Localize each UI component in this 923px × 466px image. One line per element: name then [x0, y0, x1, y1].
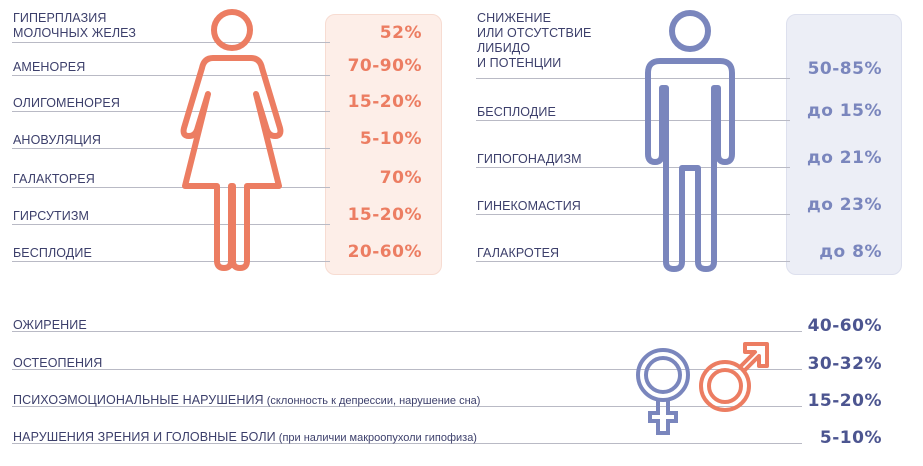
male-value-hypogonadism: до 21% — [806, 148, 882, 168]
leader-line — [476, 214, 790, 215]
male-value-gynecomastia: до 23% — [806, 195, 882, 215]
male-value-galactorrhea: до 8% — [819, 242, 882, 262]
male-figure-icon — [645, 10, 735, 272]
mars-symbol-icon — [699, 342, 769, 412]
leader-line — [12, 187, 330, 188]
male-label-libido: СНИЖЕНИЕ ИЛИ ОТСУТСТВИЕ ЛИБИДО И ПОТЕНЦИ… — [477, 11, 592, 70]
leader-line — [12, 331, 802, 332]
female-label-infertility: БЕСПЛОДИЕ — [13, 246, 92, 260]
female-label-galactorrhea: ГАЛАКТОРЕЯ — [13, 172, 95, 186]
leader-line — [12, 224, 330, 225]
leader-line — [476, 78, 790, 79]
female-label-breast-hyperplasia: ГИПЕРПЛАЗИЯ МОЛОЧНЫХ ЖЕЛЕЗ — [13, 11, 136, 40]
male-label-infertility: БЕСПЛОДИЕ — [477, 105, 556, 119]
female-figure-icon — [180, 9, 284, 271]
leader-line — [12, 261, 330, 262]
both-value-obesity: 40-60% — [807, 316, 882, 336]
leader-line — [12, 369, 802, 370]
male-value-infertility: до 15% — [806, 101, 882, 121]
both-value-vision-headache: 5-10% — [819, 428, 882, 448]
female-value-galactorrhea: 70% — [379, 168, 422, 188]
both-value-psychoemotional: 15-20% — [807, 391, 882, 411]
male-label-hypogonadism: ГИПОГОНАДИЗМ — [477, 152, 582, 166]
leader-line — [12, 406, 802, 407]
male-label-gynecomastia: ГИНЕКОМАСТИЯ — [477, 199, 581, 213]
female-value-infertility: 20-60% — [347, 242, 422, 262]
female-label-anovulation: АНОВУЛЯЦИЯ — [13, 133, 102, 147]
male-label-galactorrhea: ГАЛАКРОТЕЯ — [477, 246, 560, 260]
both-label-vision-headache: НАРУШЕНИЯ ЗРЕНИЯ И ГОЛОВНЫЕ БОЛИ (при на… — [13, 430, 477, 444]
leader-line — [476, 167, 790, 168]
female-label-hirsutism: ГИРСУТИЗМ — [13, 209, 89, 223]
leader-line — [476, 261, 790, 262]
female-value-amenorrhea: 70-90% — [347, 56, 422, 76]
female-label-amenorrhea: АМЕНОРЕЯ — [13, 60, 86, 74]
female-values-panel — [325, 14, 442, 275]
both-label-psychoemotional: ПСИХОЭМОЦИОНАЛЬНЫЕ НАРУШЕНИЯ (склонность… — [13, 393, 481, 407]
female-value-anovulation: 5-10% — [359, 129, 422, 149]
leader-line — [476, 120, 790, 121]
female-value-hirsutism: 15-20% — [347, 205, 422, 225]
both-label-obesity: ОЖИРЕНИЕ — [13, 318, 87, 332]
female-label-oligomenorrhea: ОЛИГОМЕНОРЕЯ — [13, 96, 120, 110]
leader-line — [12, 42, 330, 43]
female-value-oligomenorrhea: 15-20% — [347, 92, 422, 112]
leader-line — [12, 443, 802, 444]
leader-line — [12, 75, 330, 76]
leader-line — [12, 111, 330, 112]
female-value-breast-hyperplasia: 52% — [379, 23, 422, 43]
venus-symbol-icon — [636, 348, 690, 435]
both-label-osteopenia: ОСТЕОПЕНИЯ — [13, 356, 103, 370]
male-values-panel — [786, 14, 902, 275]
both-value-osteopenia: 30-32% — [807, 354, 882, 374]
leader-line — [12, 148, 330, 149]
male-value-libido: 50-85% — [807, 59, 882, 79]
